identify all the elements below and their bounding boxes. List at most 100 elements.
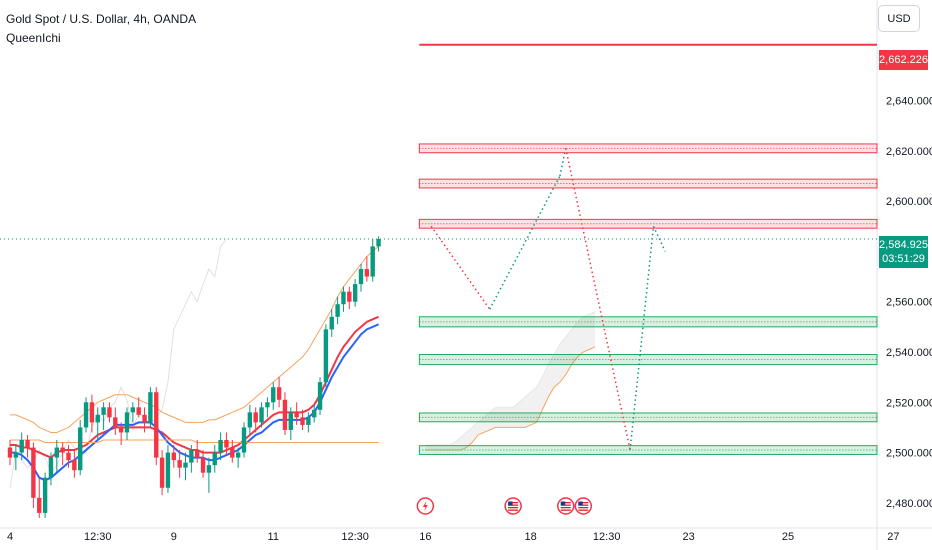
current-price-tag: 2,584.925 03:51:29 [879, 236, 928, 268]
candle-body [154, 392, 159, 458]
lightning-event-icon[interactable] [416, 497, 435, 515]
candle-body [124, 412, 130, 433]
future-span-a-line [425, 346, 596, 451]
candle-body [265, 402, 270, 408]
candle-body [7, 447, 13, 458]
y-tick-label: 2,480.000 [886, 498, 932, 510]
candle-body [148, 392, 153, 423]
candle-body [42, 477, 48, 513]
candle-body [171, 452, 176, 461]
candle-body [107, 407, 112, 418]
candle-body [189, 450, 194, 463]
candle-body [130, 407, 136, 413]
candle-body [66, 452, 71, 461]
y-tick-label: 2,500.000 [886, 448, 932, 460]
candle-body [300, 417, 305, 425]
candle-body [13, 452, 19, 458]
symbol-title[interactable]: Gold Spot / U.S. Dollar, 4h, OANDA [6, 12, 197, 26]
ichimoku-future-cloud [425, 311, 595, 451]
candle-body [89, 402, 95, 423]
candle-body [37, 497, 42, 513]
candle-body [118, 427, 124, 433]
candle-body [312, 409, 317, 418]
x-tick-label: 25 [782, 531, 794, 543]
currency-button[interactable]: USD [878, 5, 920, 32]
candle-body [78, 427, 83, 471]
candle-body [235, 452, 241, 458]
candle-body [253, 412, 258, 423]
candle-body [364, 269, 370, 277]
candle-body [159, 457, 165, 488]
y-tick-label: 2,620.000 [886, 146, 932, 158]
candle-body [19, 440, 24, 453]
candle-body [113, 417, 118, 428]
x-tick-label: 9 [171, 531, 177, 543]
candle-body [247, 412, 253, 428]
current-price-value: 2,584.925 [879, 239, 928, 251]
us-flag-event-icon[interactable] [557, 497, 575, 515]
candle-body [101, 407, 106, 415]
span-b-line [10, 439, 379, 444]
y-tick-label: 2,540.000 [886, 347, 932, 359]
x-tick-label: 23 [682, 531, 694, 543]
x-tick-label: 12:30 [593, 531, 621, 543]
candle-body [25, 440, 30, 448]
candle-body [306, 417, 311, 425]
candle-body [259, 407, 264, 423]
conversion-line [10, 315, 379, 459]
base-line [10, 323, 379, 482]
candle-body [352, 284, 358, 302]
y-tick-label: 2,640.000 [886, 96, 932, 108]
candle-body [142, 414, 147, 423]
candle-body [183, 462, 188, 468]
candle-body [323, 329, 329, 383]
candle-body [54, 447, 59, 458]
bar-countdown: 03:51:29 [882, 253, 925, 265]
x-tick-label: 12:30 [341, 531, 369, 543]
candle-body [136, 407, 141, 415]
candle-body [230, 447, 235, 458]
us-flag-event-icon[interactable] [574, 497, 593, 515]
candle-body [329, 316, 334, 330]
projection-path-segment [559, 148, 567, 177]
candle-body [95, 414, 100, 423]
candle-body [288, 412, 293, 430]
indicator-label[interactable]: QueenIchi [6, 31, 61, 45]
candle-body [282, 399, 288, 430]
x-tick-label: 18 [525, 531, 537, 543]
candle-body [294, 412, 299, 418]
candle-body [347, 291, 352, 302]
x-tick-label: 27 [887, 531, 899, 543]
projection-path-segment [489, 175, 561, 310]
candle-body [48, 457, 54, 478]
candle-body [206, 465, 212, 473]
candle-body [341, 291, 346, 305]
future-span-b-line [425, 311, 596, 446]
candle-body [195, 450, 200, 458]
x-tick-label: 11 [268, 531, 279, 543]
candle-body [241, 427, 247, 453]
candle-body [317, 382, 323, 410]
y-tick-label: 2,520.000 [886, 397, 932, 409]
us-flag-event-icon[interactable] [504, 497, 522, 515]
candle-body [335, 304, 340, 317]
candle-body [72, 460, 77, 471]
y-tick-label: 2,560.000 [886, 297, 932, 309]
candle-body [218, 440, 223, 453]
candle-body [177, 460, 182, 468]
candle-body [165, 452, 171, 488]
candle-body [224, 440, 229, 448]
x-tick-label: 12:30 [84, 531, 112, 543]
projection-path-segment [629, 226, 655, 451]
x-tick-label: 4 [7, 531, 13, 543]
projection-path-segment [430, 225, 491, 310]
target-price-tag: 2,662.226 [879, 50, 928, 70]
candle-body [276, 387, 282, 400]
candle-body [83, 402, 89, 428]
candle-body [376, 239, 381, 247]
x-tick-label: 16 [419, 531, 431, 543]
y-tick-label: 2,600.000 [886, 196, 932, 208]
candle-body [370, 246, 375, 277]
candle-body [271, 387, 276, 403]
